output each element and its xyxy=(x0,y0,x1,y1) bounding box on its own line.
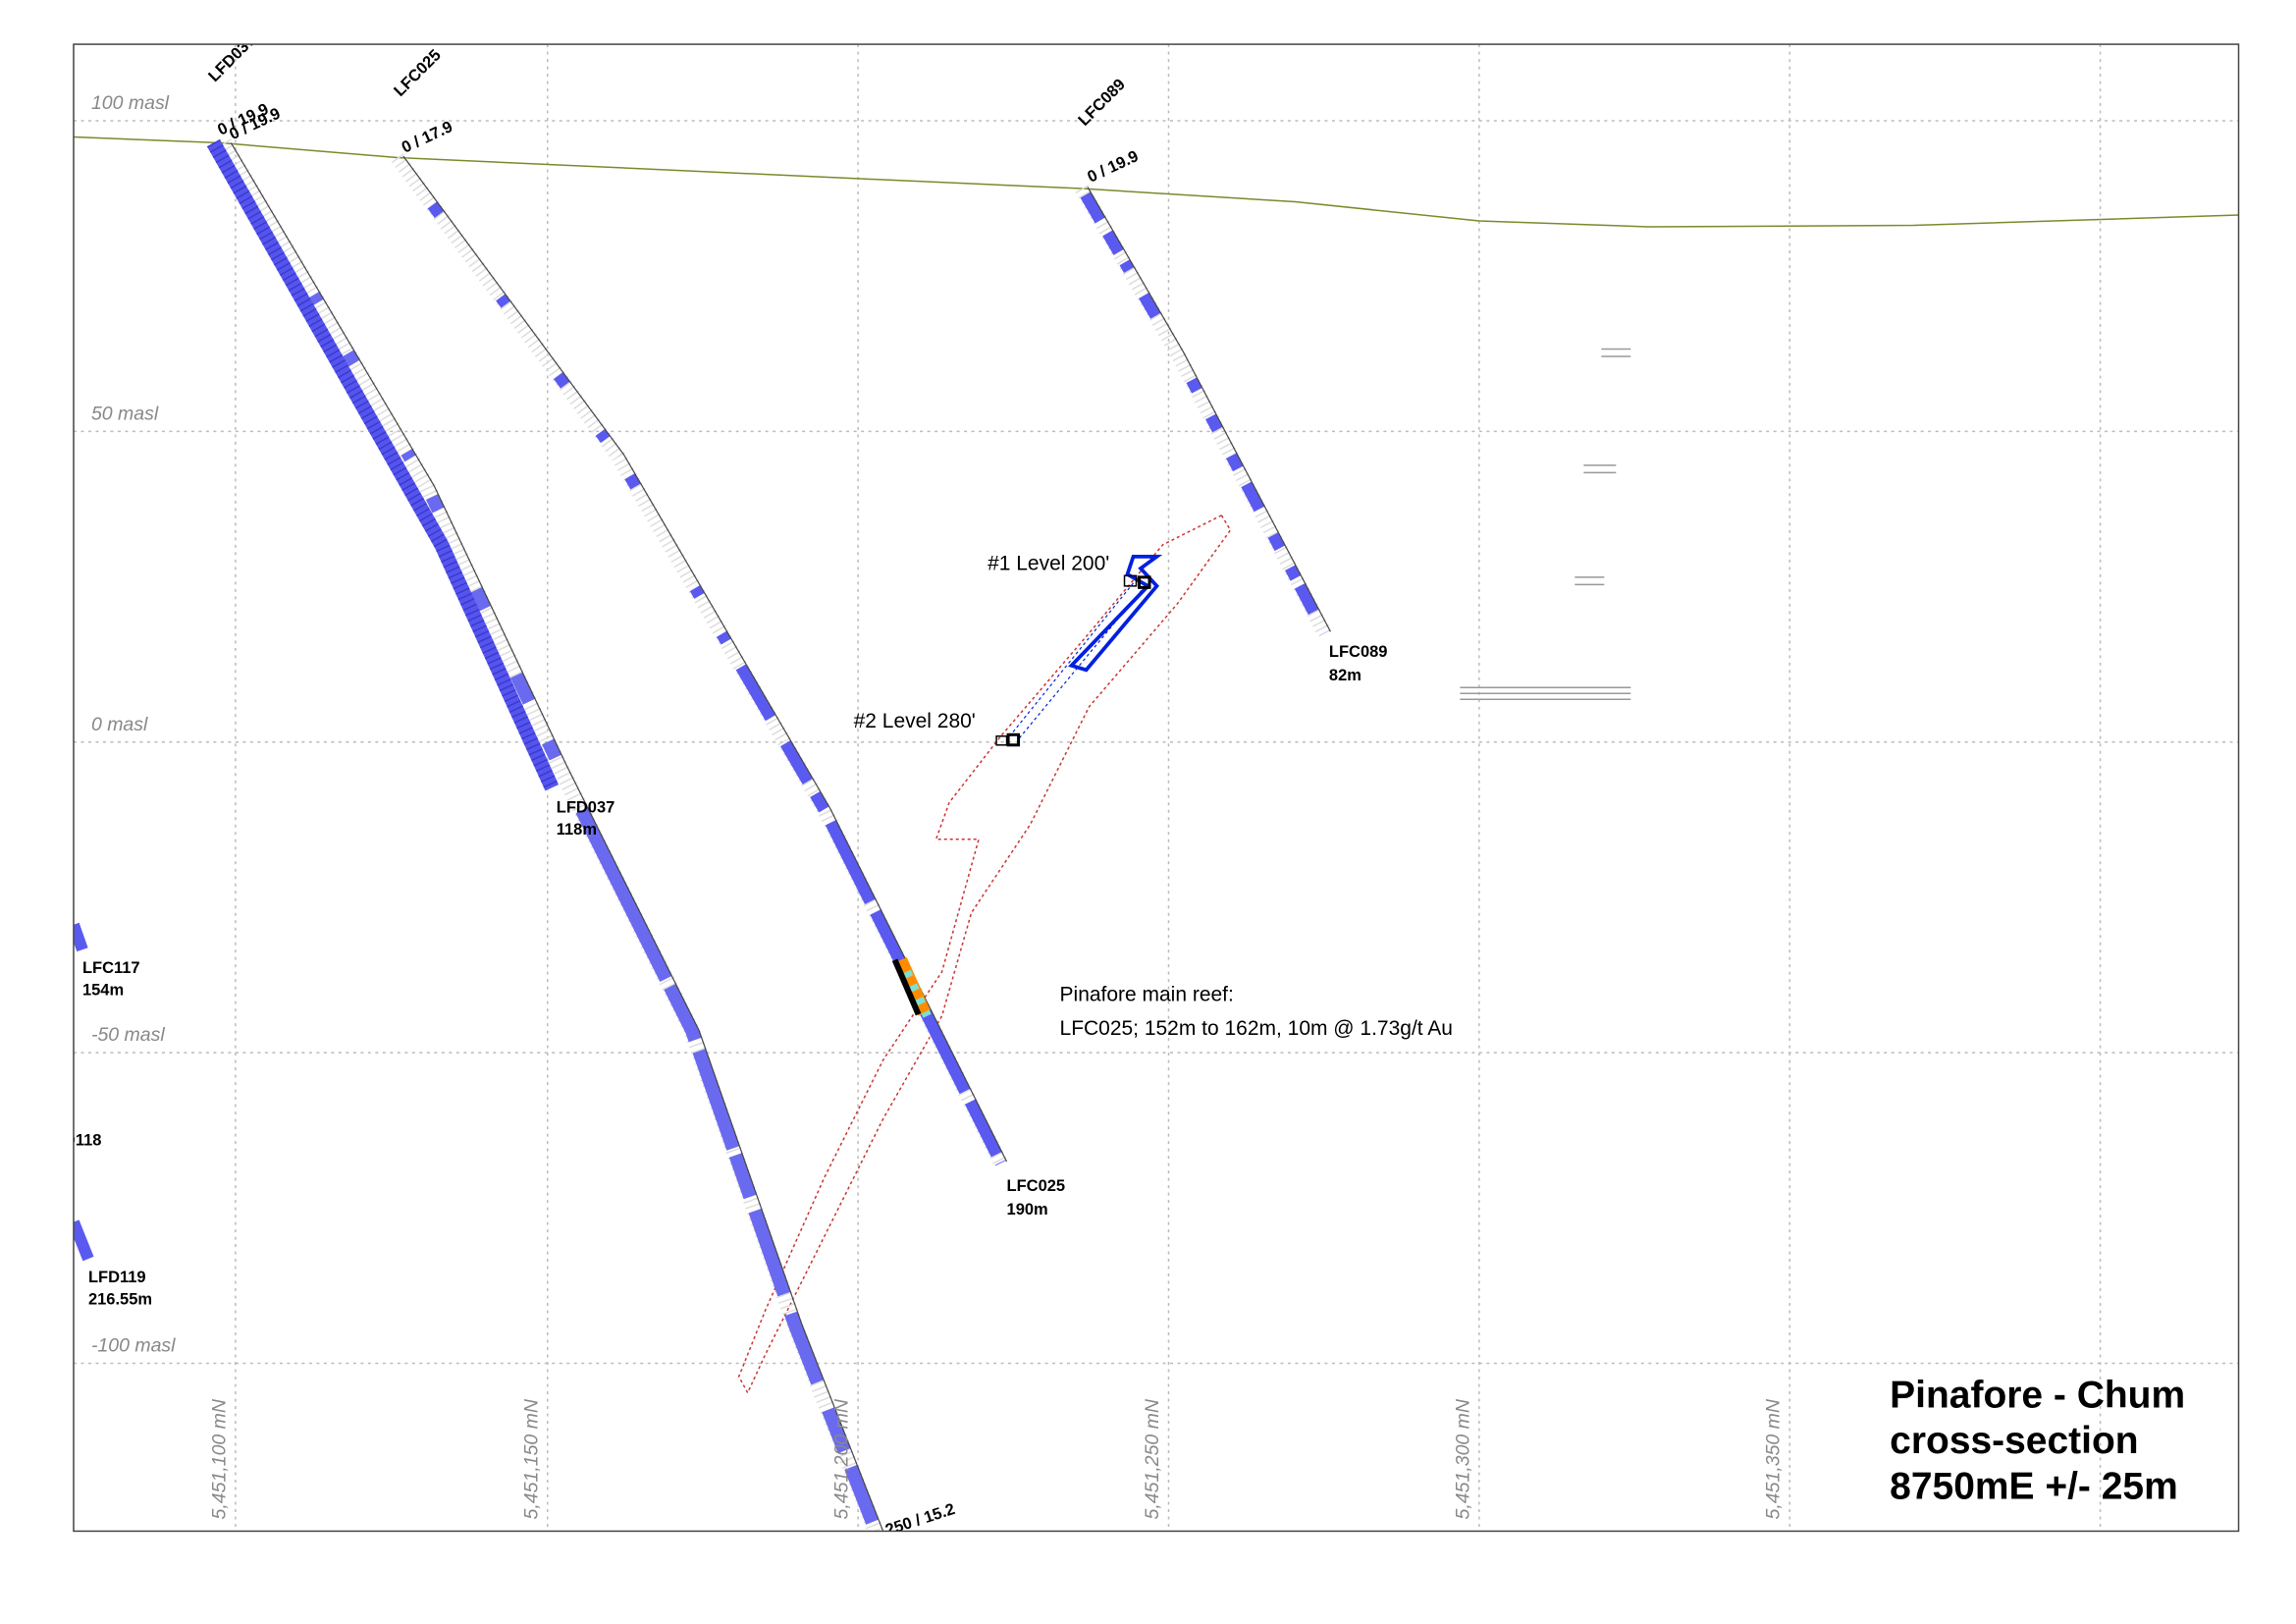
northing-label: 5,451,300 mN xyxy=(1452,1398,1473,1519)
level-label: #1 Level 200' xyxy=(988,552,1109,574)
hole-end-depth: 216.55m xyxy=(88,1291,152,1309)
title: 8750mE +/- 25m xyxy=(1890,1465,2178,1507)
topography xyxy=(73,135,2239,228)
title: cross-section xyxy=(1890,1420,2138,1462)
northing-label: 5,451,250 mN xyxy=(1142,1398,1163,1519)
hole-end-name: LFD119 xyxy=(88,1269,146,1286)
elevation-label: 50 masl xyxy=(91,403,159,424)
annotation: LFC025; 152m to 162m, 10m @ 1.73g/t Au xyxy=(1060,1017,1453,1040)
hole-trace xyxy=(216,138,884,1532)
northing-label: 5,451,350 mN xyxy=(1763,1398,1785,1519)
elevation-label: 100 masl xyxy=(91,92,170,114)
frame xyxy=(73,43,2240,1533)
hole-end-name: LFD118 xyxy=(44,1132,102,1150)
hole-trace xyxy=(391,153,1008,1166)
hole-end-depth: 190m xyxy=(1007,1201,1048,1218)
hole-trace xyxy=(1075,185,1332,637)
level-label: #2 Level 280' xyxy=(854,710,976,732)
hole-trace xyxy=(73,922,88,952)
hole-end-depth: 154m xyxy=(82,982,124,1000)
map-area: LFD037 0 / 19.9 LFD037 118m 0 / 19.9 250… xyxy=(44,44,2239,1532)
workings xyxy=(995,554,1163,747)
hole-end-depth: 118m xyxy=(557,821,597,839)
hole-end-depth: 82m xyxy=(1329,667,1362,684)
elevation-label: -50 masl xyxy=(91,1024,165,1046)
northing-label: 5,451,150 mN xyxy=(520,1398,542,1519)
grid xyxy=(73,44,2239,1532)
hole-end-name: LFD037 xyxy=(557,799,615,817)
elevation-labels: 100 masl 50 masl 0 masl -50 masl -100 ma… xyxy=(91,92,176,1356)
hole-end-name: LFC089 xyxy=(1329,643,1388,661)
elevation-label: -100 masl xyxy=(91,1335,176,1357)
hole-end-name: LFC025 xyxy=(1007,1177,1066,1195)
level-marks xyxy=(1460,348,1631,701)
drill-holes xyxy=(73,138,1332,1532)
title: Pinafore - Chum xyxy=(1890,1374,2185,1416)
elevation-label: 0 masl xyxy=(91,714,148,735)
hole-trace xyxy=(73,1219,94,1262)
northing-label: 5,451,200 mN xyxy=(831,1398,853,1519)
ore-body-outline xyxy=(737,514,1232,1395)
hole-trace xyxy=(206,138,560,791)
northing-label: 5,451,100 mN xyxy=(208,1398,230,1519)
annotation: Pinafore main reef: xyxy=(1060,984,1234,1006)
northing-labels: 5,451,100 mN 5,451,150 mN 5,451,200 mN 5… xyxy=(208,1398,1784,1519)
hole-end-name: LFC117 xyxy=(82,959,140,977)
